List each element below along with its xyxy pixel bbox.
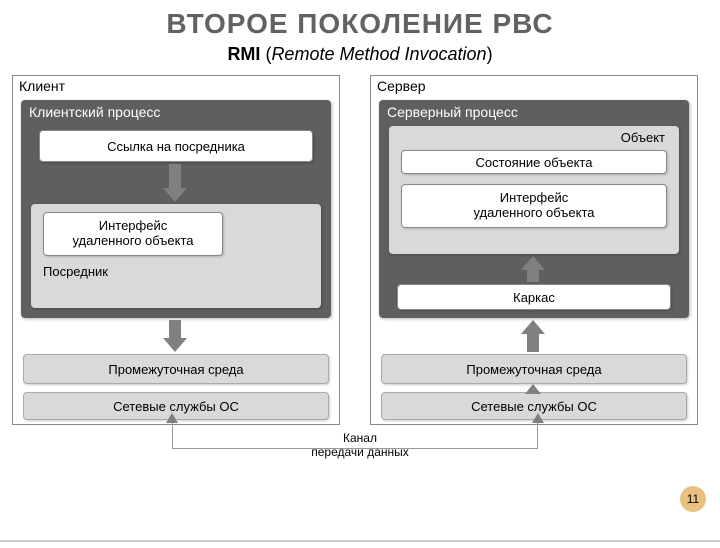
server-panel-label: Сервер — [377, 78, 426, 94]
server-object-state-text: Состояние объекта — [476, 155, 593, 170]
subtitle-rmi: RMI — [227, 44, 260, 64]
client-arrow-2 — [163, 320, 187, 352]
subtitle-italic: Remote Method Invocation — [271, 44, 486, 64]
server-process-label: Серверный процесс — [379, 100, 689, 124]
client-process: Клиентский процесс Ссылка на посредника … — [21, 100, 331, 318]
server-middleware-box: Промежуточная среда — [381, 354, 687, 384]
subtitle-open: ( — [260, 44, 271, 64]
server-arrow-3 — [521, 384, 545, 394]
slide-subtitle: RMI (Remote Method Invocation) — [0, 44, 720, 65]
client-proxy-ref-box: Ссылка на посредника — [39, 130, 313, 162]
server-panel: Сервер Серверный процесс Объект Состояни… — [370, 75, 698, 425]
client-proxy-label: Посредник — [43, 264, 108, 279]
client-arrow-1 — [163, 164, 187, 202]
server-arrow-1 — [521, 256, 545, 282]
server-object-container: Объект Состояние объекта Интерфейс удале… — [389, 126, 679, 254]
page-number-text: 11 — [687, 492, 699, 506]
client-middleware-box: Промежуточная среда — [23, 354, 329, 384]
client-middleware-text: Промежуточная среда — [108, 362, 243, 377]
footer-divider — [0, 540, 720, 542]
client-os-services-text: Сетевые службы ОС — [113, 399, 239, 414]
server-arrow-2 — [521, 320, 545, 352]
server-object-state-box: Состояние объекта — [401, 150, 667, 174]
server-middleware-text: Промежуточная среда — [466, 362, 601, 377]
subtitle-close: ) — [487, 44, 493, 64]
page-number-badge: 11 — [680, 486, 706, 512]
client-panel-label: Клиент — [19, 78, 65, 94]
channel-arrow-left — [166, 413, 178, 423]
slide-title: ВТОРОЕ ПОКОЛЕНИЕ РВС — [0, 8, 720, 40]
channel-arrow-right — [532, 413, 544, 423]
rmi-diagram: Клиент Клиентский процесс Ссылка на поср… — [10, 73, 710, 503]
server-skeleton-box: Каркас — [397, 284, 671, 310]
client-proxy-ref-text: Ссылка на посредника — [107, 139, 245, 154]
server-skeleton-text: Каркас — [513, 290, 555, 305]
channel-label: Канал передачи данных — [290, 431, 430, 459]
server-remote-interface-text: Интерфейс удаленного объекта — [473, 191, 594, 221]
client-remote-interface-text: Интерфейс удаленного объекта — [72, 219, 193, 249]
server-os-services-text: Сетевые службы ОС — [471, 399, 597, 414]
client-panel: Клиент Клиентский процесс Ссылка на поср… — [12, 75, 340, 425]
server-remote-interface-box: Интерфейс удаленного объекта — [401, 184, 667, 228]
client-process-label: Клиентский процесс — [21, 100, 331, 124]
client-remote-interface-box: Интерфейс удаленного объекта — [43, 212, 223, 256]
server-object-label: Объект — [621, 130, 665, 145]
server-process: Серверный процесс Объект Состояние объек… — [379, 100, 689, 318]
client-proxy-container: Интерфейс удаленного объекта Посредник — [31, 204, 321, 308]
